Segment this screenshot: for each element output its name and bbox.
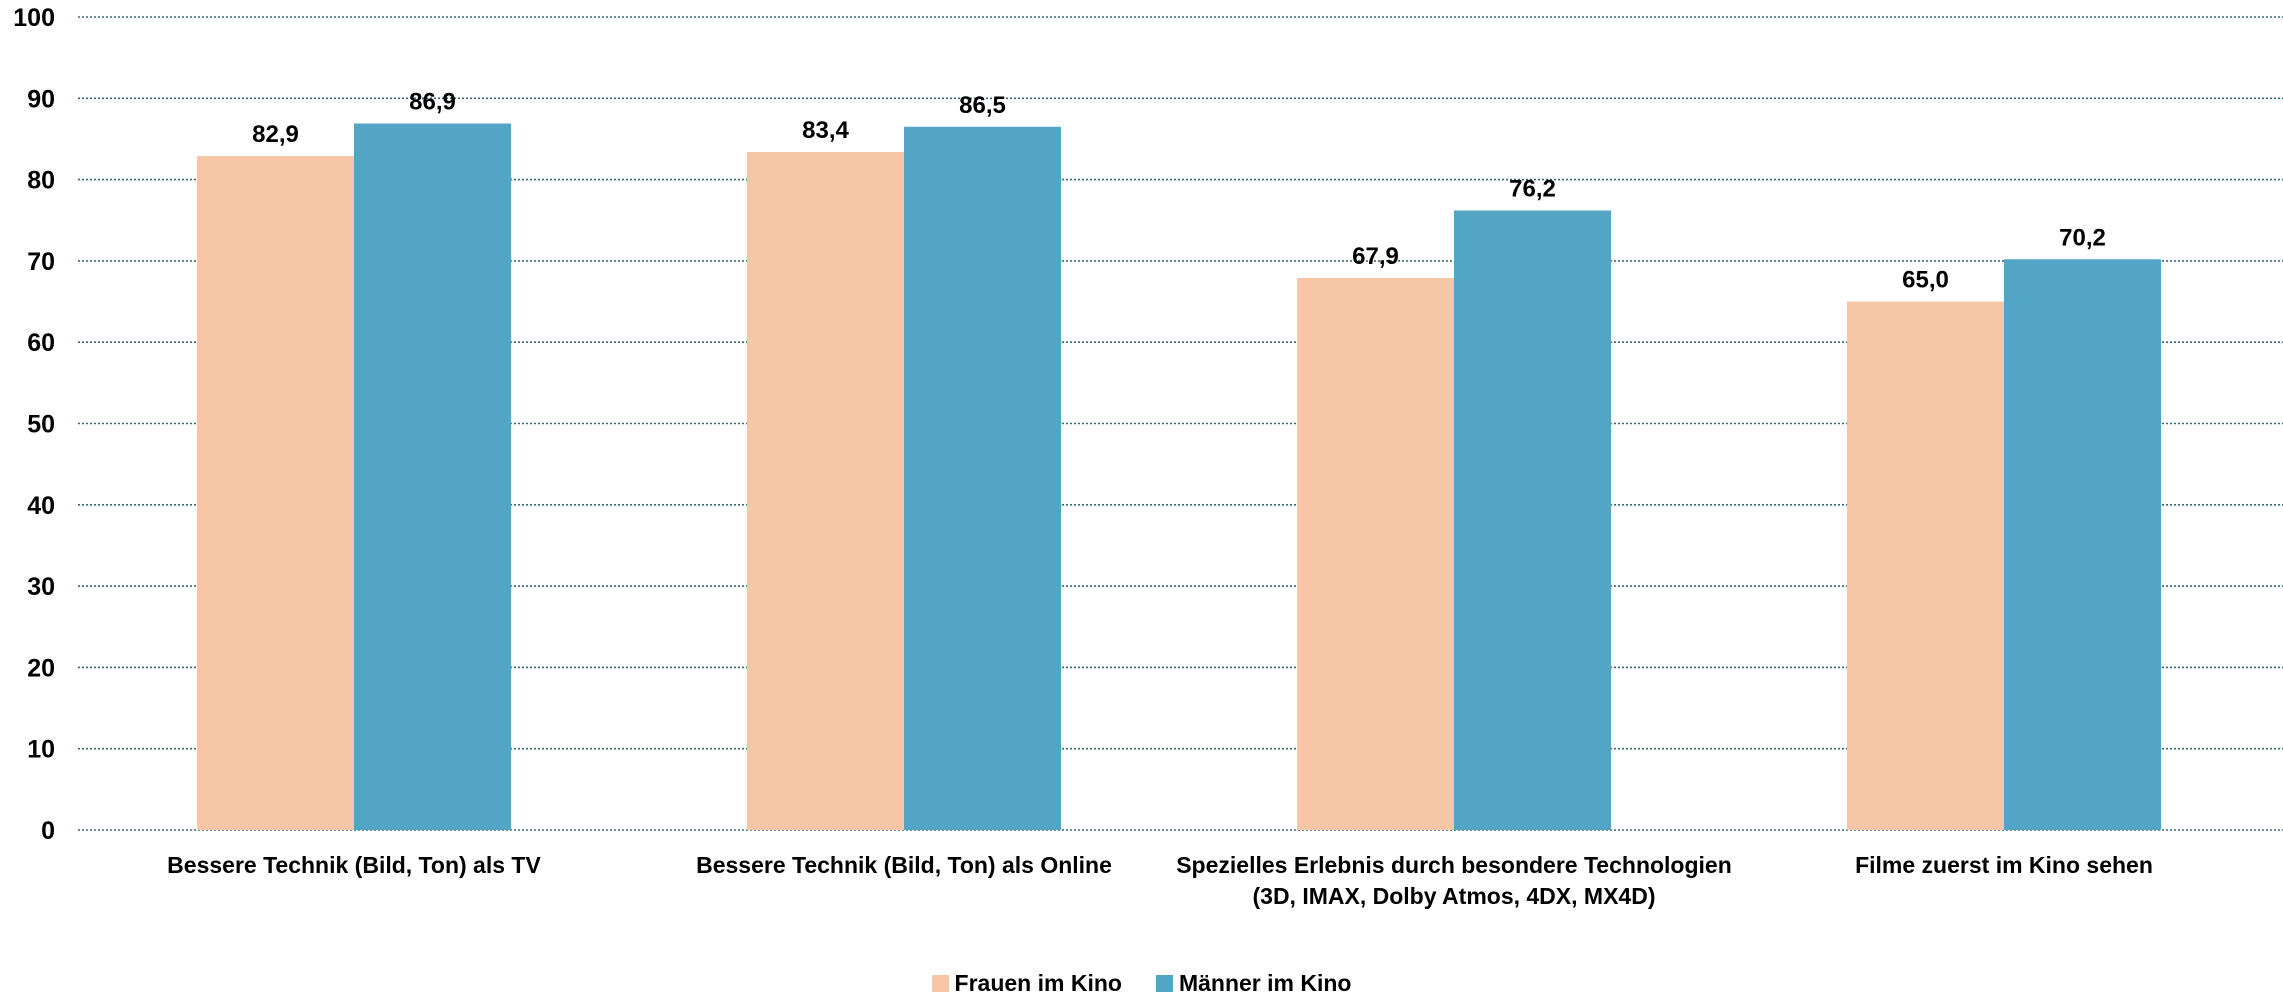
data-label: 86,9 [409,89,456,116]
legend-swatch [931,975,949,992]
y-axis-tick-labels: 0 10 20 30 40 50 60 70 80 90 100 [13,4,55,845]
y-tick-label: 80 [27,167,55,195]
data-label: 65,0 [1902,267,1949,294]
bar-frauen-1 [197,156,354,830]
legend-label: Frauen im Kino [954,970,1122,996]
category-label-3: Spezielles Erlebnis durch besondere Tech… [1176,852,1732,909]
y-tick-label: 10 [27,736,55,764]
legend-swatch [1155,975,1173,992]
legend: Frauen im Kino Männer im Kino [0,970,2283,998]
bar-maenner-1 [354,123,511,831]
data-labels: 82,9 86,9 83,4 86,5 67,9 76,2 65,0 70,2 [252,89,2106,294]
legend-item-frauen: Frauen im Kino [931,970,1122,997]
bar-maenner-4 [2004,259,2161,830]
bars [197,123,2161,831]
y-tick-label: 50 [27,411,55,439]
bar-maenner-2 [904,126,1061,830]
bar-frauen-2 [747,151,904,830]
category-label-2: Bessere Technik (Bild, Ton) als Online [696,852,1112,878]
y-tick-label: 100 [13,4,55,32]
data-label: 76,2 [1509,175,1556,202]
y-tick-label: 90 [27,85,55,113]
y-tick-label: 30 [27,573,55,601]
legend-item-maenner: Männer im Kino [1155,970,1352,997]
y-tick-label: 20 [27,654,55,682]
y-tick-label: 0 [41,817,55,845]
y-tick-label: 60 [27,329,55,357]
data-label: 82,9 [252,121,299,148]
data-label: 86,5 [959,92,1006,119]
category-label-1: Bessere Technik (Bild, Ton) als TV [167,852,541,878]
data-label: 67,9 [1352,243,1399,270]
y-tick-label: 70 [27,248,55,276]
bar-frauen-3 [1297,277,1454,830]
legend-label: Männer im Kino [1178,970,1352,996]
y-tick-label: 40 [27,492,55,520]
category-label-4: Filme zuerst im Kino sehen [1855,852,2153,878]
bar-maenner-3 [1454,210,1611,830]
chart-plot: 0 10 20 30 40 50 60 70 80 90 100 82,9 86,9 83,4 86,5 6… [13,4,2283,845]
data-label: 70,2 [2059,224,2106,251]
data-label: 83,4 [802,117,849,144]
bar-frauen-4 [1847,301,2004,830]
